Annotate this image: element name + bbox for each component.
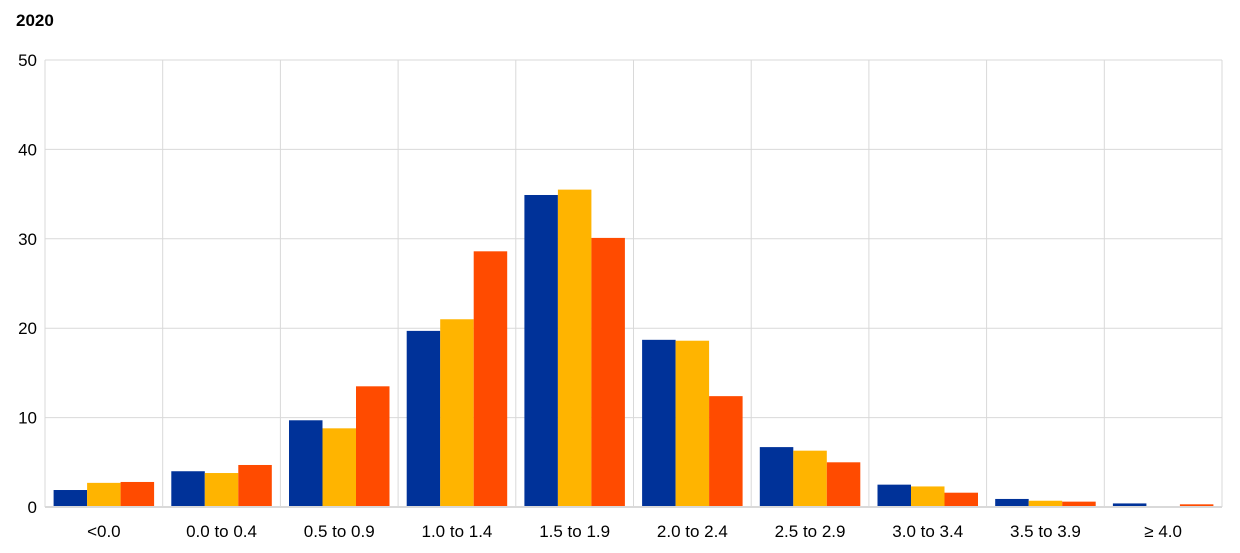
x-tick-label: 0.5 to 0.9	[304, 522, 375, 541]
bar-series3	[944, 492, 978, 507]
y-tick-label: 30	[18, 230, 37, 249]
x-tick-label: 0.0 to 0.4	[186, 522, 257, 541]
y-tick-label: 0	[28, 498, 37, 517]
x-tick-label: 1.5 to 1.9	[539, 522, 610, 541]
bar-series3	[120, 481, 155, 507]
bar-series2	[911, 486, 945, 507]
bar-series3	[238, 464, 272, 507]
x-axis: <0.0 0.0 to 0.4 0.5 to 0.9 1.0 to 1.4 1.5 to…	[45, 506, 1222, 541]
x-tick-label: <0.0	[87, 522, 121, 541]
bar-series1	[877, 484, 911, 507]
bar-series1	[289, 420, 323, 507]
bar-series3	[1062, 501, 1096, 507]
bar-series1	[53, 490, 88, 507]
y-axis: 0 10 20 30 40 50	[18, 51, 37, 517]
bar-series1	[1112, 503, 1147, 507]
bar-series1	[995, 498, 1029, 507]
y-tick-label: 50	[18, 51, 37, 70]
x-tick-label: 3.5 to 3.9	[1010, 522, 1081, 541]
bar-series2	[87, 482, 121, 507]
x-tick-label: 3.0 to 3.4	[892, 522, 963, 541]
bar-series1	[642, 339, 676, 507]
x-tick-label: 1.0 to 1.4	[422, 522, 493, 541]
bar-series2	[204, 473, 239, 507]
bar-series1	[524, 194, 558, 507]
bar-series3	[709, 396, 743, 507]
bar-series2	[322, 428, 356, 507]
y-tick-label: 40	[18, 140, 37, 159]
bar-series3	[473, 251, 508, 507]
bar-series2	[675, 340, 710, 507]
x-tick-label: ≥ 4.0	[1144, 522, 1182, 541]
bars	[53, 189, 1214, 507]
y-tick-label: 20	[18, 319, 37, 338]
x-tick-label: 2.0 to 2.4	[657, 522, 728, 541]
bar-series3	[591, 237, 625, 507]
bar-series1	[759, 447, 794, 507]
bar-series3	[1179, 504, 1214, 507]
bar-series2	[793, 450, 827, 507]
bar-series2	[1028, 500, 1063, 507]
bar-series3	[826, 462, 861, 507]
chart-title: 2020	[16, 11, 54, 30]
bar-series1	[406, 330, 441, 507]
bar-series2	[440, 319, 474, 507]
x-tick-label: 2.5 to 2.9	[775, 522, 846, 541]
y-tick-label: 10	[18, 409, 37, 428]
grid	[44, 59, 1223, 508]
bar-series3	[356, 386, 390, 507]
bar-series1	[171, 471, 205, 507]
bar-series2	[557, 189, 592, 507]
